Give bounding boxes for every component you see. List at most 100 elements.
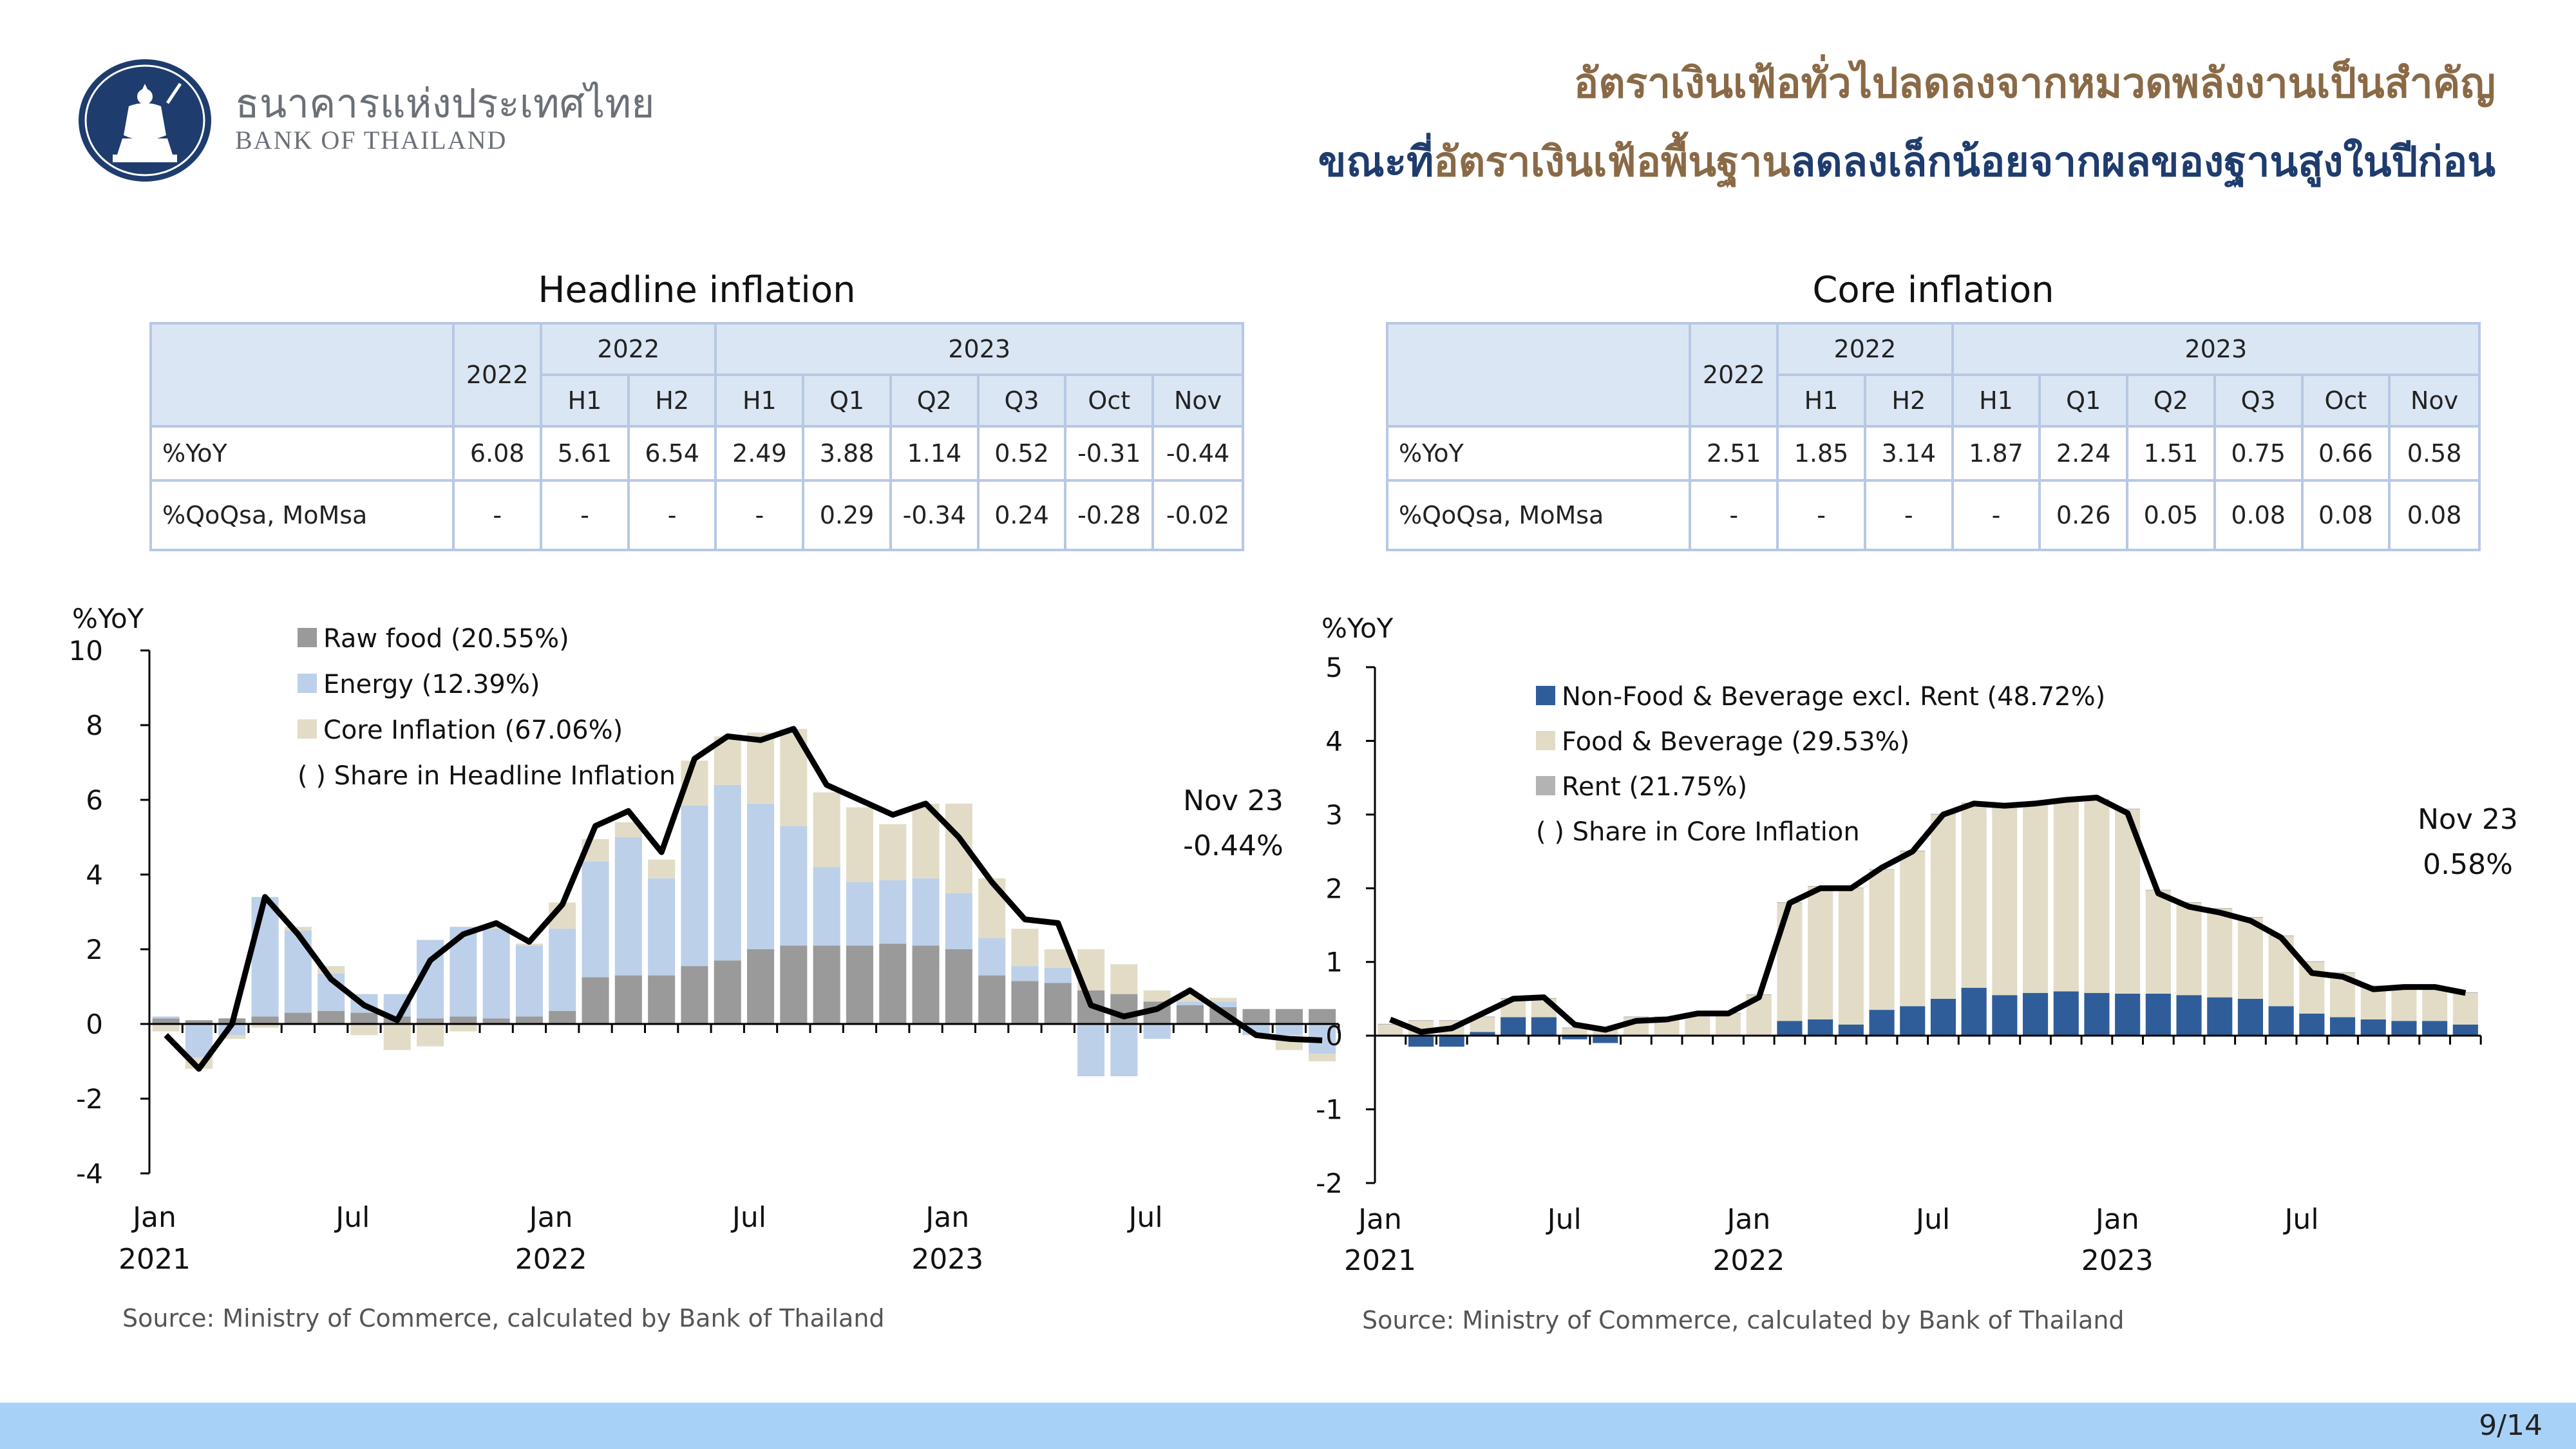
table-cell: 1.14 xyxy=(889,425,980,482)
bar-segment-energy xyxy=(912,878,940,946)
bar-segment-non-food-beverage-excl-rent xyxy=(1869,1010,1895,1036)
headline-table-title: Headline inflation xyxy=(538,269,856,311)
bar-segment-core-inflation xyxy=(515,1016,543,1024)
bar-segment-raw-food xyxy=(284,927,312,931)
legend-swatch xyxy=(1536,776,1555,795)
footer-bar xyxy=(0,1403,2576,1449)
table-cell: 0.08 xyxy=(2213,479,2304,551)
table-row: %QoQsa, MoMsa - - - - 0.26 0.05 0.08 0.0… xyxy=(1385,479,2481,551)
bar-segment-food-beverage xyxy=(1838,888,1864,1025)
bar-segment-non-food-beverage-excl-rent xyxy=(1930,998,1956,1036)
bar-segment-non-food-beverage-excl-rent xyxy=(2237,998,2264,1036)
col-header: H1 xyxy=(1951,374,2041,428)
bar-segment-raw-food xyxy=(482,925,510,929)
bar-segment-rent xyxy=(1378,1023,1403,1025)
bar-segment-energy xyxy=(1143,1024,1171,1039)
col-header: Q1 xyxy=(2038,374,2129,428)
bar-segment-core-inflation xyxy=(846,945,873,1024)
bar-segment-core-inflation xyxy=(879,943,907,1024)
table-cell: 6.08 xyxy=(452,425,543,482)
bar-segment-raw-food xyxy=(251,1024,279,1028)
legend-swatch xyxy=(1536,731,1555,750)
bar-segment-core-inflation xyxy=(185,1020,213,1024)
legend-label: Rent (21.75%) xyxy=(1562,772,1747,802)
source-note-right: Source: Ministry of Commerce, calculated… xyxy=(1362,1306,2125,1334)
bar-segment-core-inflation xyxy=(251,1016,279,1024)
bar-segment-core-inflation xyxy=(912,945,940,1024)
y-tick-label: -1 xyxy=(1316,1094,1343,1126)
bar-segment-energy xyxy=(879,880,907,944)
bar-segment-core-inflation xyxy=(945,949,972,1024)
x-tick-label-month: Jan xyxy=(2094,1203,2139,1236)
bar-segment-raw-food xyxy=(614,822,642,837)
y-tick-label: 2 xyxy=(1325,873,1343,904)
bar-segment-food-beverage xyxy=(2022,804,2049,993)
bar-segment-food-beverage xyxy=(1378,1024,1403,1036)
bar-segment-core-inflation xyxy=(813,945,840,1024)
bar-segment-raw-food xyxy=(218,1035,246,1039)
x-tick-label-year: 2023 xyxy=(911,1243,983,1276)
core-table-title: Core inflation xyxy=(1812,269,2054,311)
bar-segment-non-food-beverage-excl-rent xyxy=(2360,1019,2386,1036)
series-line-core xyxy=(1389,795,2467,1035)
bar-segment-rent xyxy=(2299,961,2325,962)
bar-segment-energy xyxy=(945,893,972,949)
bar-segment-core-inflation xyxy=(780,945,808,1024)
bar-segment-raw-food xyxy=(317,966,345,974)
bar-segment-energy xyxy=(978,938,1006,976)
y-tick-label: 5 xyxy=(1325,652,1343,683)
table-cell: -0.44 xyxy=(1151,425,1244,482)
y-tick-label: 0 xyxy=(1325,1020,1343,1052)
bar-segment-rent xyxy=(1408,1020,1434,1021)
bar-segment-raw-food xyxy=(978,878,1006,938)
bar-segment-food-beverage xyxy=(2176,903,2202,996)
bar-segment-non-food-beverage-excl-rent xyxy=(2391,1021,2417,1036)
x-tick-label-year: 2022 xyxy=(1712,1244,1785,1277)
bar-segment-non-food-beverage-excl-rent xyxy=(2452,1024,2478,1036)
bar-segment-non-food-beverage-excl-rent xyxy=(1777,1021,1803,1036)
core-inflation-chart: -2 -1 0 1 2 3 4 5 %YoY Jan 2021 Jul Jan 2022 Jul Jan 202… xyxy=(1316,612,2518,1277)
bar-segment-raw-food xyxy=(1110,964,1138,994)
col-header-year: 2022 xyxy=(452,322,543,428)
table-cell: -0.28 xyxy=(1064,479,1155,551)
table-cell: 0.29 xyxy=(802,479,892,551)
core-inflation-table: 2022 2022 2023 H1 H2 H1 Q1 Q2 Q3 Oct Nov… xyxy=(1385,322,2481,551)
page-number: 9/14 xyxy=(2479,1409,2543,1442)
table-cell: 2.24 xyxy=(2038,425,2129,482)
bar-segment-rent xyxy=(1439,1020,1464,1021)
bar-segment-food-beverage xyxy=(1562,1028,1587,1036)
table-cell: - xyxy=(627,479,717,551)
table-cell: 1.85 xyxy=(1776,425,1866,482)
title-text: ขณะที่ xyxy=(1318,138,1434,186)
table-cell: - xyxy=(1863,479,1954,551)
bar-segment-core-inflation xyxy=(1309,1009,1336,1024)
y-tick-label: -2 xyxy=(1316,1168,1343,1199)
table-cell: 0.08 xyxy=(2388,479,2481,551)
y-tick-label: -4 xyxy=(76,1158,103,1189)
bar-segment-food-beverage xyxy=(1715,1013,1741,1036)
y-axis-label: %YoY xyxy=(72,603,144,634)
bar-segment-non-food-beverage-excl-rent xyxy=(2022,992,2049,1036)
table-cell: 0.75 xyxy=(2213,425,2304,482)
bar-segment-energy xyxy=(1044,968,1072,983)
bar-segment-energy xyxy=(846,882,873,946)
y-tick-label: 8 xyxy=(86,710,103,741)
y-tick-label: 4 xyxy=(1325,725,1343,757)
bar-segment-rent xyxy=(2176,902,2202,904)
bar-segment-core-inflation xyxy=(549,1010,576,1024)
annotation-value: 0.58% xyxy=(2423,848,2513,881)
bar-segment-rent xyxy=(1623,1016,1649,1018)
table-row: %YoY 2.51 1.85 3.14 1.87 2.24 1.51 0.75 … xyxy=(1385,425,2481,482)
x-tick-label-year: 2021 xyxy=(1344,1244,1416,1277)
bar-segment-raw-food xyxy=(648,859,676,878)
bar-segment-energy xyxy=(1209,1001,1237,1007)
bar-segment-non-food-beverage-excl-rent xyxy=(1439,1036,1464,1047)
x-tick-label-month: Jan xyxy=(1356,1203,1402,1236)
bar-segment-non-food-beverage-excl-rent xyxy=(1992,995,2018,1036)
x-tick-label-month: Jul xyxy=(334,1201,370,1234)
bar-segment-core-inflation xyxy=(714,960,741,1024)
bar-segment-energy xyxy=(549,929,576,1011)
bar-segment-energy xyxy=(582,861,609,978)
table-cell: -0.31 xyxy=(1064,425,1155,482)
table-cell: 1.87 xyxy=(1951,425,2041,482)
